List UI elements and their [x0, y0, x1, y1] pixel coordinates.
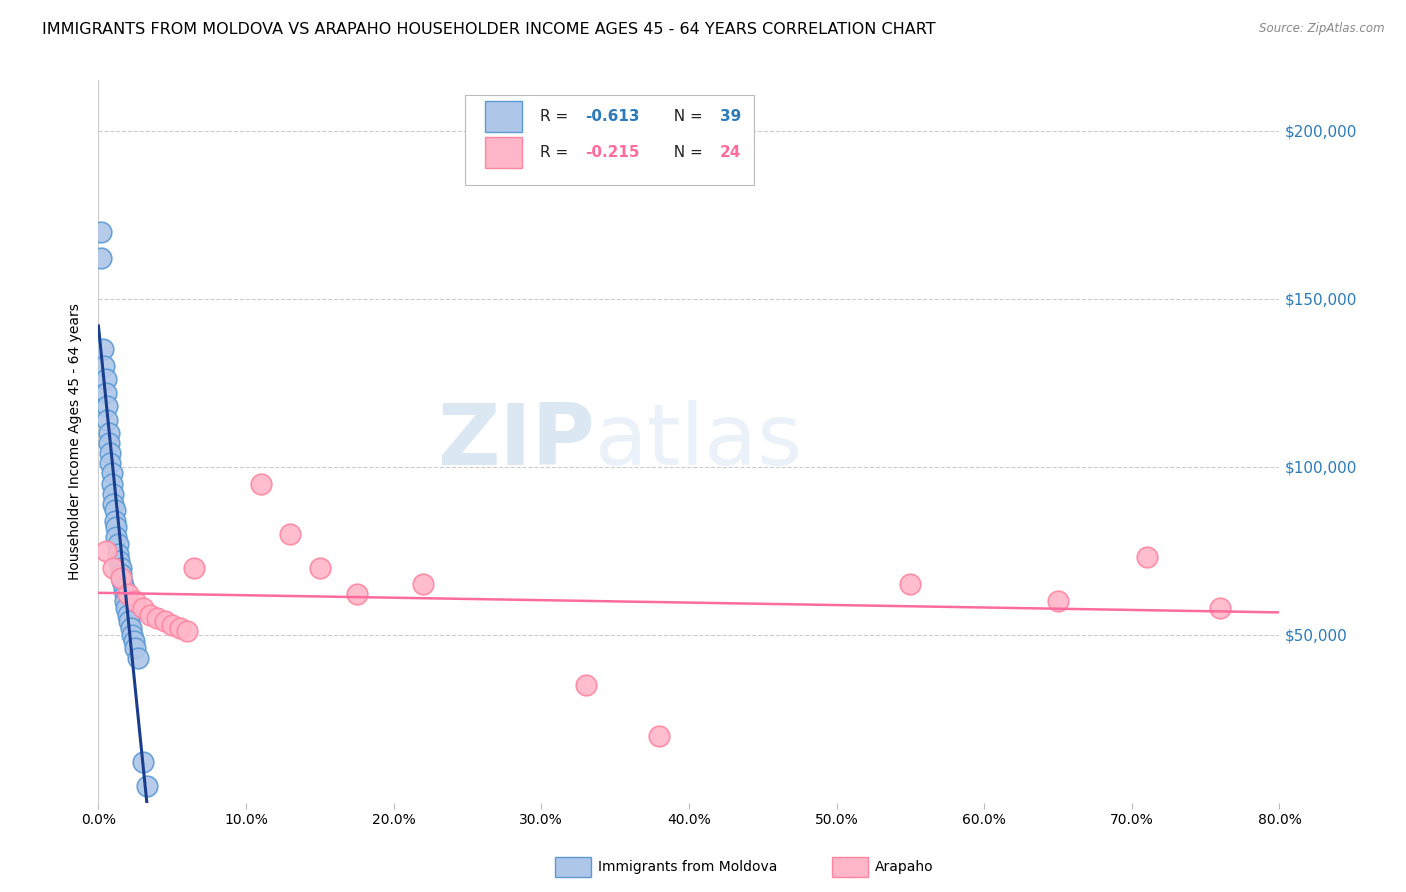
Point: [94, 372, 117, 386]
Point: [117, 587, 139, 601]
Point: [132, 600, 155, 615]
Text: R =: R =: [540, 109, 574, 124]
Point: [110, 560, 132, 574]
Point: [124, 641, 146, 656]
Point: [139, 607, 162, 622]
Point: [132, 756, 155, 770]
Point: [117, 607, 139, 622]
Point: [93, 359, 115, 373]
Text: Immigrants from Moldova: Immigrants from Moldova: [598, 860, 778, 874]
Point: [103, 560, 125, 574]
Point: [96, 399, 118, 413]
Text: atlas: atlas: [595, 400, 803, 483]
Point: [107, 547, 129, 561]
Point: [176, 624, 198, 639]
Text: 39: 39: [720, 109, 741, 124]
Point: [91, 342, 114, 356]
Point: [97, 436, 120, 450]
Point: [120, 621, 142, 635]
Point: [575, 678, 598, 692]
Point: [127, 651, 149, 665]
Point: [1046, 594, 1070, 608]
Text: Source: ZipAtlas.com: Source: ZipAtlas.com: [1260, 22, 1385, 36]
Point: [103, 497, 125, 511]
FancyBboxPatch shape: [485, 101, 523, 132]
Text: 24: 24: [720, 145, 741, 160]
Point: [121, 628, 143, 642]
Point: [309, 560, 332, 574]
Point: [94, 543, 117, 558]
Point: [104, 503, 127, 517]
Text: ZIP: ZIP: [437, 400, 595, 483]
Point: [162, 617, 183, 632]
Point: [250, 476, 273, 491]
Text: -0.215: -0.215: [585, 145, 640, 160]
Text: Arapaho: Arapaho: [875, 860, 934, 874]
Text: N =: N =: [664, 145, 707, 160]
Point: [105, 520, 128, 534]
Point: [1209, 600, 1232, 615]
Point: [108, 554, 131, 568]
Point: [1136, 550, 1159, 565]
Text: N =: N =: [664, 109, 707, 124]
Point: [104, 514, 127, 528]
Point: [280, 527, 302, 541]
Point: [153, 615, 176, 629]
Point: [100, 476, 122, 491]
Point: [114, 594, 136, 608]
Point: [105, 530, 128, 544]
Point: [648, 729, 671, 743]
Text: -0.613: -0.613: [585, 109, 640, 124]
Point: [169, 621, 191, 635]
Point: [124, 594, 146, 608]
Text: R =: R =: [540, 145, 574, 160]
Point: [183, 560, 205, 574]
Point: [112, 581, 135, 595]
Point: [97, 426, 120, 441]
Point: [98, 456, 121, 470]
Text: IMMIGRANTS FROM MOLDOVA VS ARAPAHO HOUSEHOLDER INCOME AGES 45 - 64 YEARS CORRELA: IMMIGRANTS FROM MOLDOVA VS ARAPAHO HOUSE…: [42, 22, 936, 37]
Point: [103, 486, 125, 500]
Point: [90, 225, 112, 239]
Point: [110, 567, 132, 582]
Point: [412, 577, 434, 591]
Point: [94, 385, 117, 400]
Y-axis label: Householder Income Ages 45 - 64 years: Householder Income Ages 45 - 64 years: [69, 303, 83, 580]
Point: [146, 611, 169, 625]
Point: [90, 252, 112, 266]
Point: [100, 467, 122, 481]
Point: [122, 634, 145, 648]
Point: [110, 571, 132, 585]
Point: [98, 446, 121, 460]
Point: [111, 574, 134, 588]
Point: [118, 615, 141, 629]
Point: [114, 587, 136, 601]
FancyBboxPatch shape: [464, 95, 754, 185]
Point: [115, 600, 138, 615]
Point: [107, 537, 129, 551]
Point: [96, 413, 118, 427]
Point: [900, 577, 922, 591]
Point: [136, 779, 159, 793]
Point: [346, 587, 368, 601]
FancyBboxPatch shape: [485, 137, 523, 168]
